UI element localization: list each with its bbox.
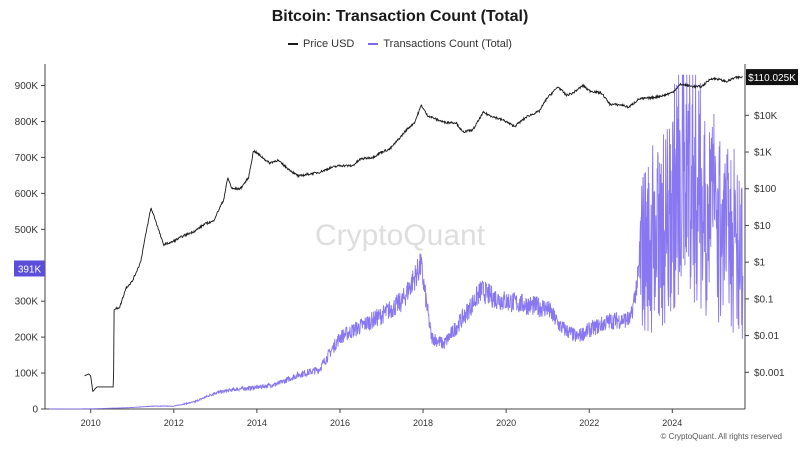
left-tick-label: 200K (15, 333, 39, 344)
left-tick-label: 0 (32, 405, 38, 416)
x-tick-label: 2010 (81, 418, 101, 428)
left-current-value-label: 391K (18, 264, 42, 275)
legend: Price USD Transactions Count (Total) (0, 38, 800, 50)
x-tick-label: 2024 (662, 418, 682, 428)
x-tick-label: 2022 (579, 418, 599, 428)
watermark: CryptoQuant (315, 219, 486, 252)
right-tick-label: $0.001 (754, 368, 785, 379)
right-tick-label: $1K (754, 148, 772, 159)
legend-swatch-price (288, 43, 299, 45)
left-tick-label: 100K (15, 369, 39, 380)
left-tick-label: 500K (15, 225, 39, 236)
series-transactions-line (49, 74, 744, 410)
series-price-line (84, 75, 744, 393)
legend-swatch-transactions (368, 43, 379, 45)
footer-credit: © CryptoQuant. All rights reserved (660, 432, 783, 441)
legend-item-transactions[interactable]: Transactions Count (Total) (368, 38, 512, 50)
left-tick-label: 600K (15, 189, 39, 200)
right-tick-label: $0.01 (754, 331, 779, 342)
chart-title: Bitcoin: Transaction Count (Total) (271, 8, 529, 25)
x-tick-label: 2018 (413, 418, 433, 428)
legend-item-price[interactable]: Price USD (288, 38, 354, 50)
right-current-value-badge (746, 69, 798, 86)
right-tick-label: $0.1 (754, 294, 774, 305)
right-tick-label: $10K (754, 111, 778, 122)
right-tick-label: $1 (754, 258, 766, 269)
x-tick-label: 2016 (330, 418, 350, 428)
right-tick-label: $100 (754, 184, 777, 195)
left-tick-label: 700K (15, 153, 39, 164)
x-tick-label: 2012 (164, 418, 184, 428)
legend-label-price: Price USD (303, 38, 355, 50)
x-tick-label: 2020 (496, 418, 516, 428)
right-current-value-label: $110.025K (748, 73, 796, 84)
left-current-value-badge (14, 260, 45, 277)
left-tick-label: 900K (15, 81, 39, 92)
right-tick-label: $10 (754, 221, 771, 232)
left-tick-label: 300K (15, 297, 39, 308)
x-tick-label: 2014 (247, 418, 267, 428)
left-tick-label: 800K (15, 117, 39, 128)
legend-label-transactions: Transactions Count (Total) (383, 38, 512, 50)
